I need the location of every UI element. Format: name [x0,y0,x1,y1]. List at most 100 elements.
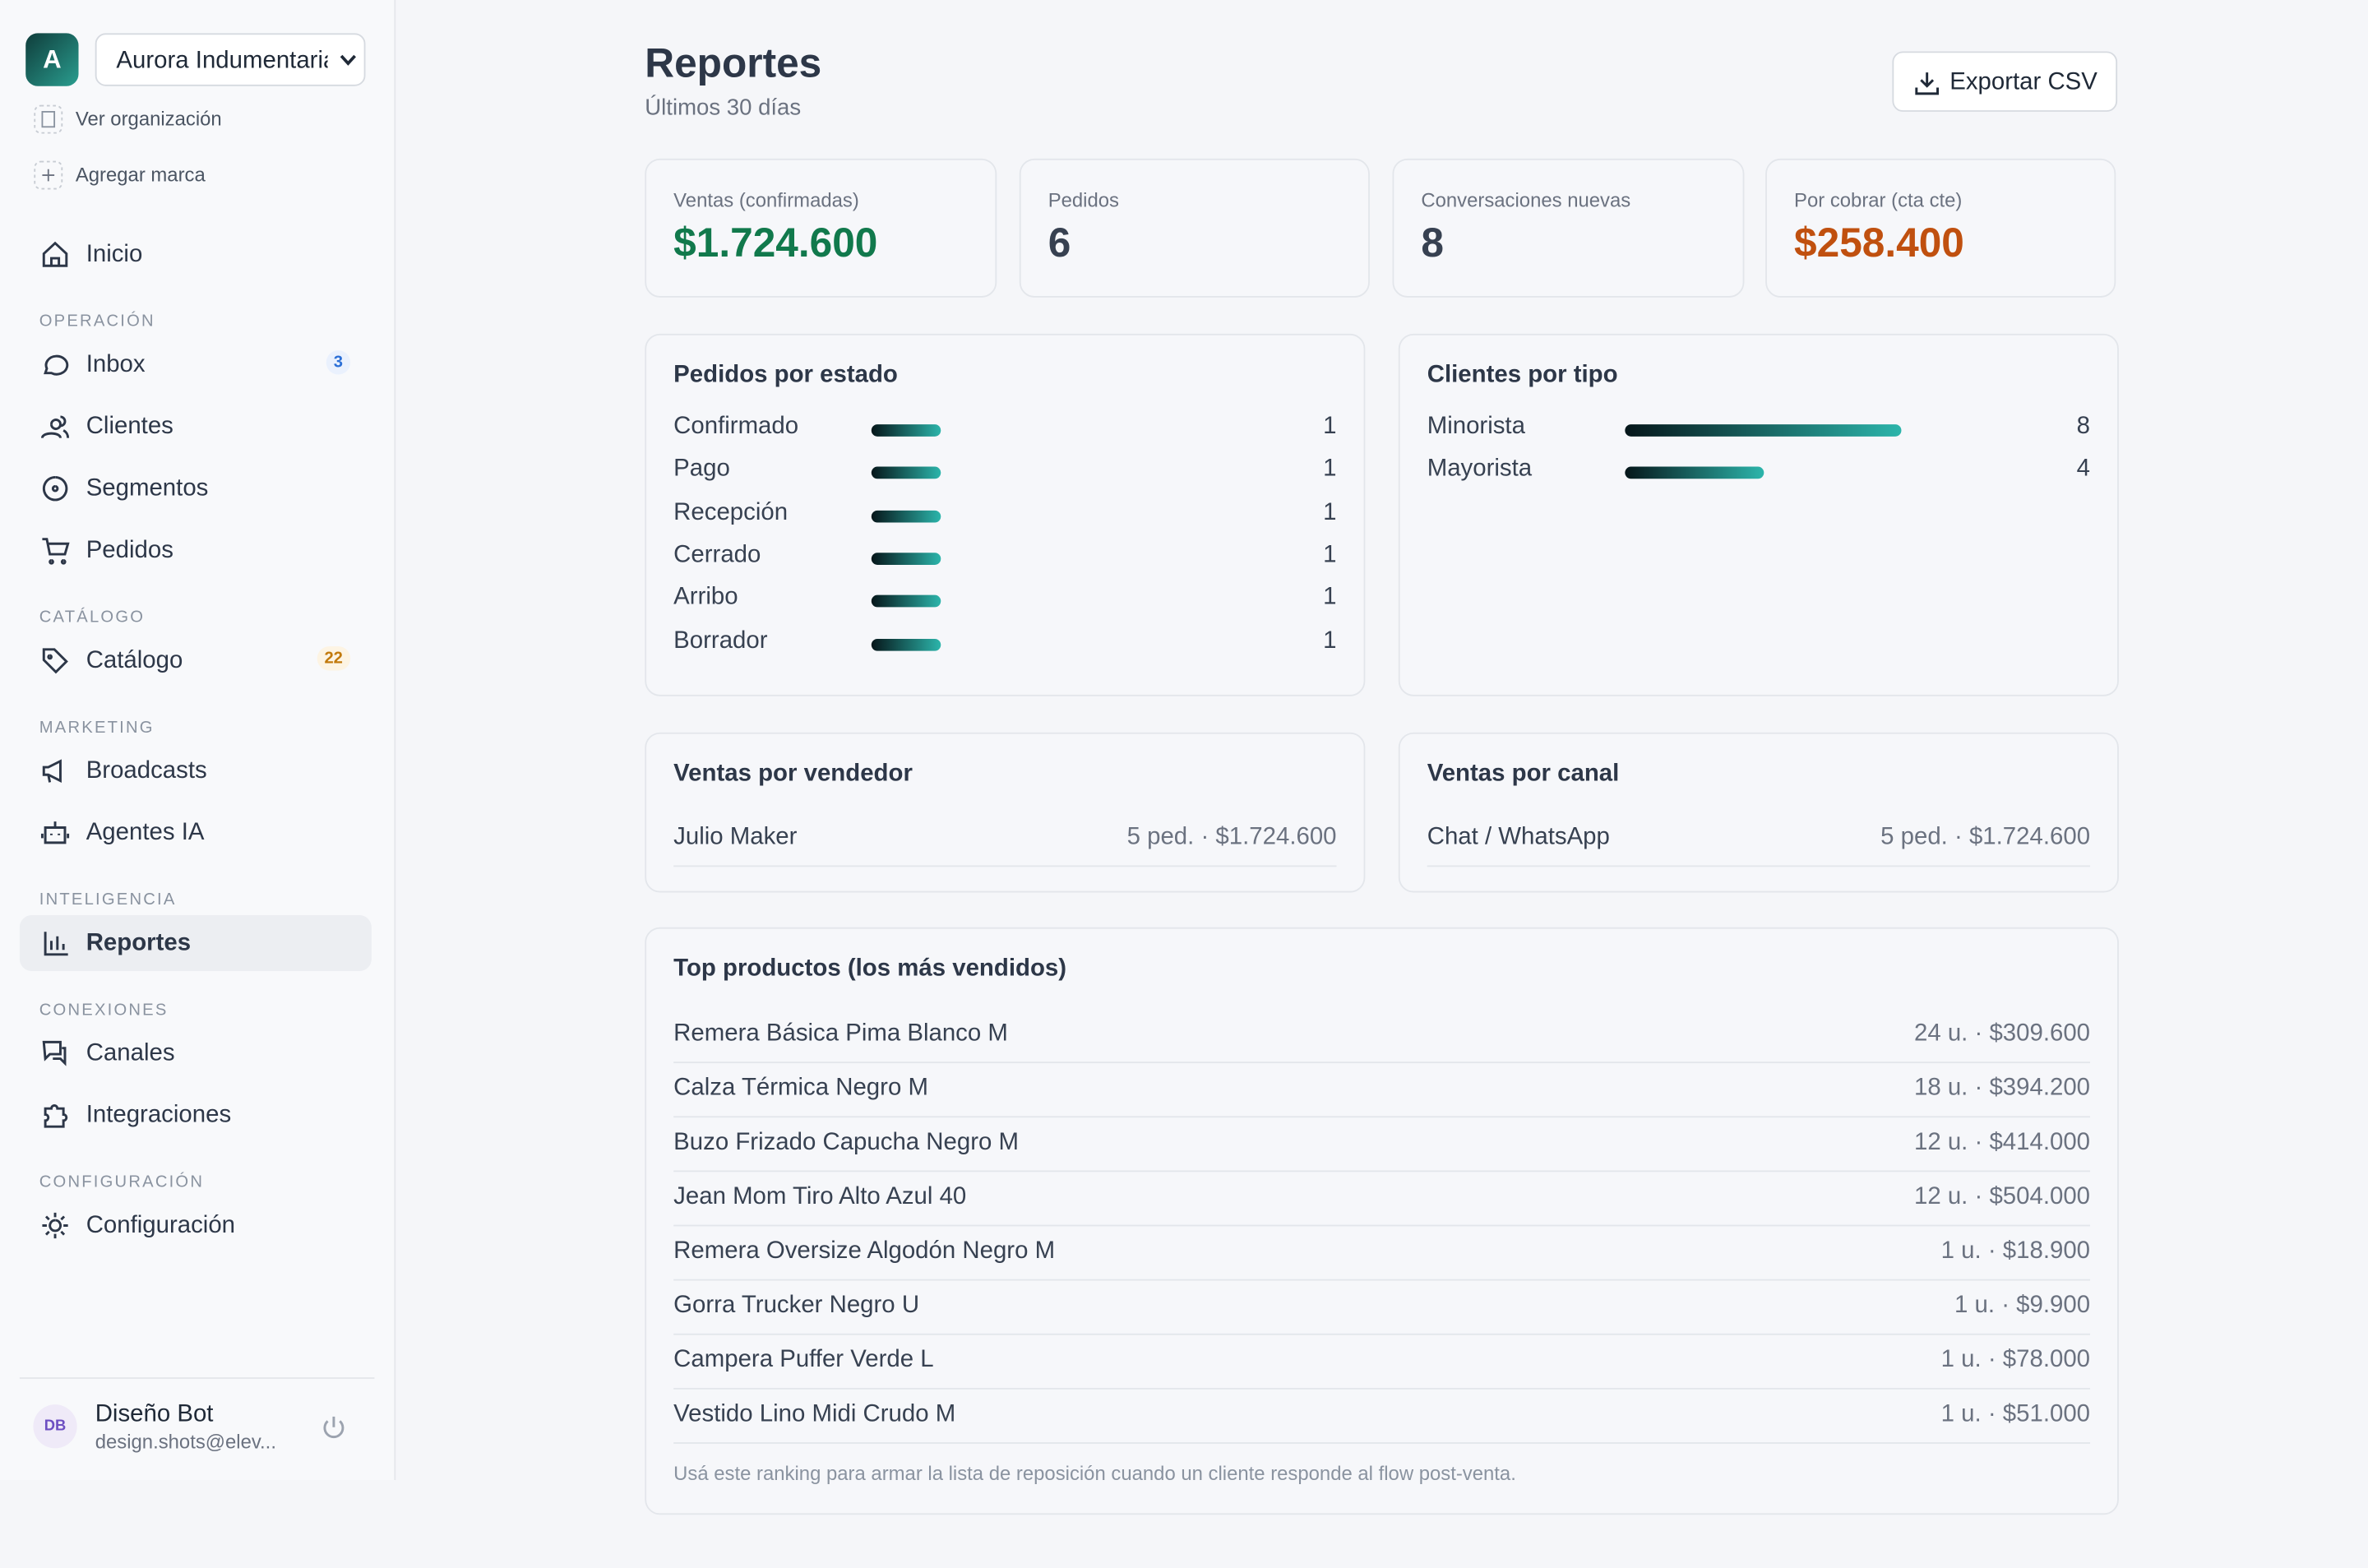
row-label: Mayorista [1427,456,1533,483]
row-detail: 1 u. · $78.000 [1940,1347,2091,1373]
bar [871,424,941,437]
logout-button[interactable] [320,1413,347,1441]
org-select[interactable]: Aurora Indumentaria [95,33,366,86]
bar [871,510,941,522]
separator [1427,865,2091,867]
kpi-label: Conversaciones nuevas [1421,188,1631,212]
card-title: Ventas por vendedor [673,761,913,787]
row-name: Remera Básica Pima Blanco M [673,1020,1008,1047]
row-value: 1 [1323,542,1337,568]
page-subtitle: Últimos 30 días [645,95,802,121]
section-heading: CONFIGURACIÓN [39,1173,205,1192]
section-heading: OPERACIÓN [39,312,155,331]
row-detail: 5 ped. · $1.724.600 [1126,824,1337,851]
separator [673,1116,2091,1118]
row-value: 1 [1323,456,1337,483]
nav-item[interactable]: Inicio [20,227,372,283]
card-title: Clientes por tipo [1427,362,1618,389]
row-label: Arribo [673,585,738,611]
row-detail: 12 u. · $504.000 [1913,1184,2091,1210]
nav-item[interactable]: Reportes [19,915,372,972]
row-label: Minorista [1427,414,1525,440]
nav-badge: 3 [326,350,351,375]
download-icon [1915,72,1940,95]
separator [673,1442,2091,1444]
org-avatar: A [25,33,79,86]
nav-item[interactable]: Agentes IA [20,805,372,861]
row-detail: 12 u. · $414.000 [1913,1129,2091,1156]
row-name: Buzo Frizado Capucha Negro M [673,1129,1019,1156]
bar [871,595,941,608]
nav-icon [40,821,70,844]
nav-item[interactable]: Integraciones [20,1087,372,1143]
nav-icon [42,475,68,502]
kpi-label: Por cobrar (cta cte) [1794,188,1963,212]
nav-label: Pedidos [86,537,173,564]
row-name: Calza Térmica Negro M [673,1075,928,1101]
nav-label: Catálogo [86,647,183,674]
user-avatar: DB [33,1404,77,1449]
row-label: Borrador [673,627,768,654]
nav-label: Integraciones [86,1102,232,1129]
card: Pedidos por estado Confirmado 1 Pago 1 Recepc… [645,333,1366,696]
card: Top productos (los más vendidos) Remera B… [645,927,2119,1515]
row-detail: 1 u. · $18.900 [1940,1238,2091,1265]
kpi-card: Por cobrar (cta cte) $258.400 [1765,158,2116,298]
card: Ventas por canal Chat / WhatsApp 5 ped. · … [1398,732,2119,893]
nav-icon [42,1040,67,1066]
row-value: 1 [1323,499,1337,525]
nav-icon [40,415,70,439]
org-name: Aurora Indumentaria [116,48,328,75]
row-detail: 1 u. · $9.900 [1954,1293,2091,1319]
link-text: Agregar marca [75,163,206,186]
row-label: Recepción [673,499,789,525]
section-heading: INTELIGENCIA [39,890,177,909]
row-value: 1 [1323,585,1337,611]
row-name: Julio Maker [673,824,798,851]
kpi-value: $1.724.600 [673,220,878,266]
row-detail: 5 ped. · $1.724.600 [1880,824,2091,851]
nav-label: Clientes [86,414,173,440]
nav-item[interactable]: Broadcasts [20,743,372,799]
section-heading: MARKETING [39,719,155,738]
row-name: Jean Mom Tiro Alto Azul 40 [673,1184,967,1210]
nav-icon [42,538,70,565]
nav-item[interactable]: Configuración [20,1198,372,1254]
nav-label: Inicio [86,241,143,268]
row-name: Vestido Lino Midi Crudo M [673,1401,956,1427]
kpi-card: Pedidos 6 [1019,158,1370,298]
nav-item[interactable]: Clientes [20,399,372,455]
user-email: design.shots@elev... [95,1430,276,1453]
row-value: 1 [1323,414,1337,440]
nav-item[interactable]: Segmentos [20,460,372,516]
row-value: 4 [2076,456,2091,483]
nav-item[interactable]: Canales [20,1025,372,1081]
export-button[interactable]: Exportar CSV [1892,51,2118,112]
nav-icon [42,759,62,783]
kpi-value: 6 [1048,220,1071,266]
card-title: Pedidos por estado [673,362,898,389]
user-name: Diseño Bot [95,1401,214,1427]
row-detail: 1 u. · $51.000 [1940,1401,2091,1427]
nav-label: Canales [86,1040,175,1066]
nav-item[interactable]: Catálogo 22 [20,633,372,689]
nav-label: Reportes [86,930,192,956]
nav-label: Configuración [86,1212,236,1239]
kpi-label: Ventas (confirmadas) [673,188,859,212]
plus-icon [34,160,63,190]
kpi-card: Ventas (confirmadas) $1.724.600 [645,158,997,298]
kpi-value: $258.400 [1794,220,1964,266]
nav-label: Broadcasts [86,758,207,784]
kpi-card: Conversaciones nuevas 8 [1392,158,1745,298]
bar [871,467,941,479]
nav-item[interactable]: Pedidos [20,523,372,579]
nav-label: Agentes IA [86,820,205,846]
row-name: Gorra Trucker Negro U [673,1293,920,1319]
section-heading: CATÁLOGO [39,608,146,627]
sidebar: A Aurora Indumentaria Ver organización A… [0,0,396,1481]
page-title: Reportes [645,40,822,86]
nav-item[interactable]: Inbox 3 [20,337,372,393]
